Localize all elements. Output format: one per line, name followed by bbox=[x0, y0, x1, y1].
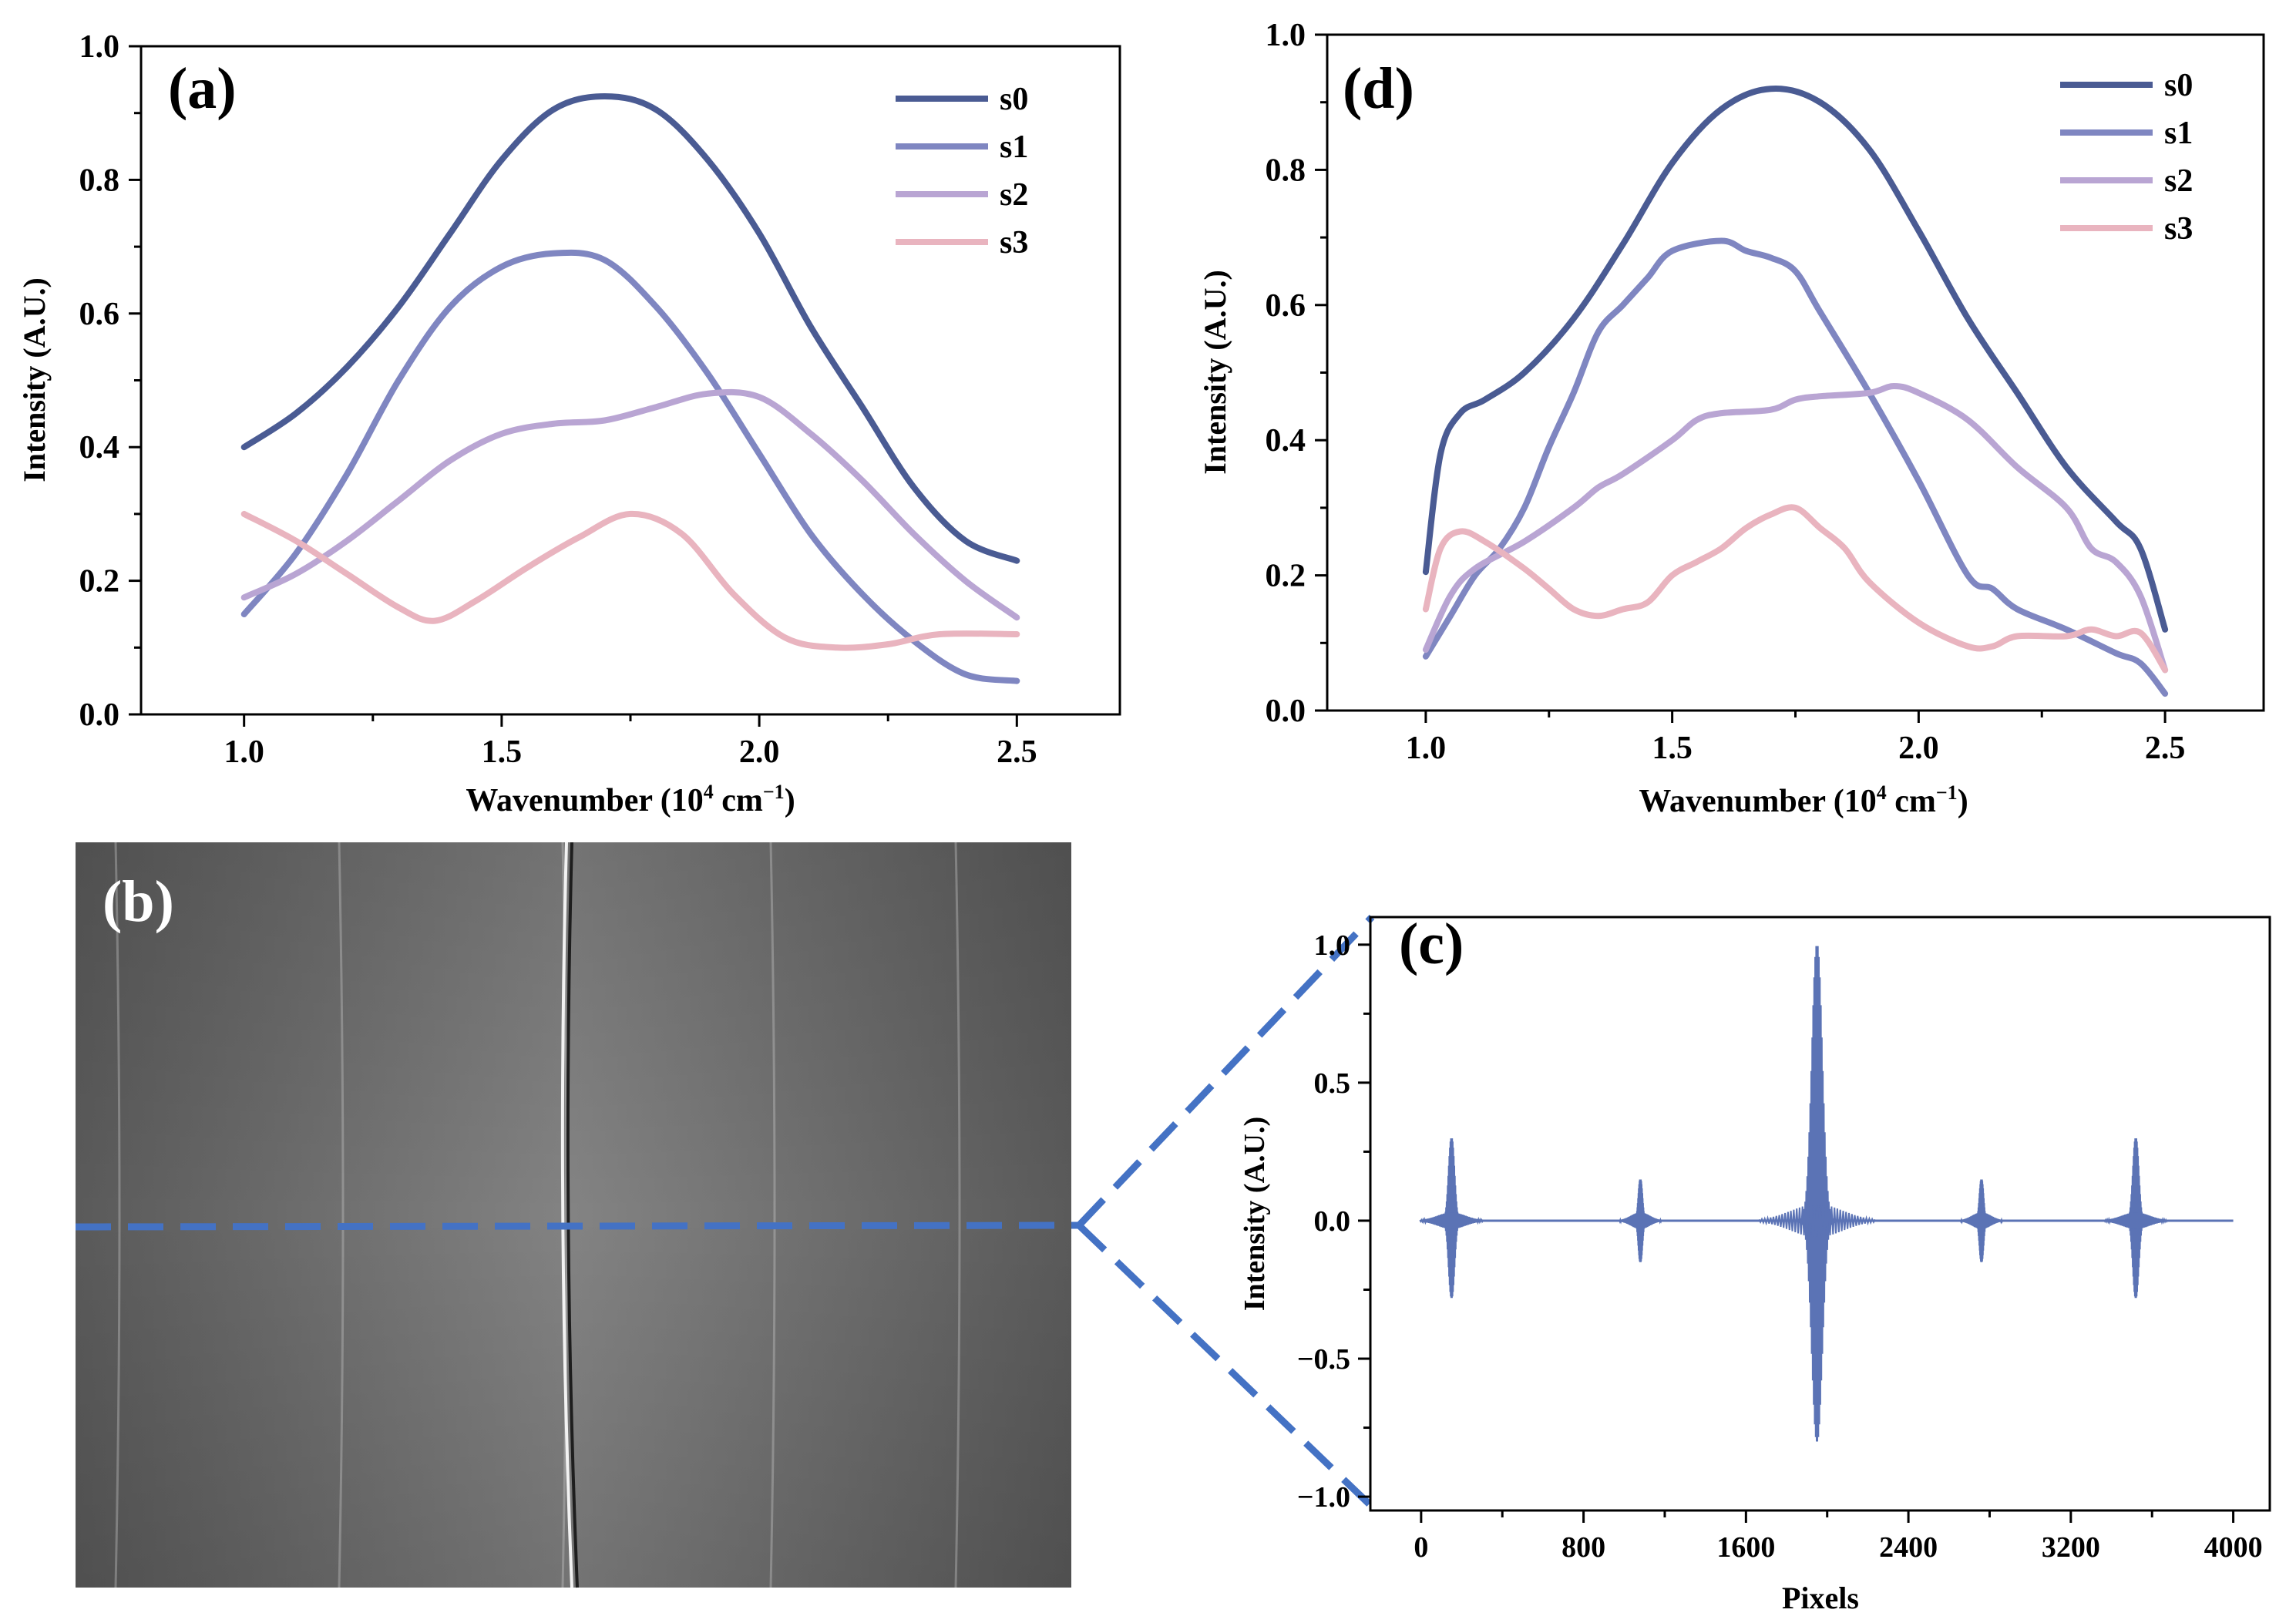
x-tick-label: 2.5 bbox=[2145, 731, 2186, 766]
x-tick-label: 1.5 bbox=[482, 734, 523, 770]
y-tick-label: −1.0 bbox=[1297, 1481, 1350, 1514]
panel-d-legend: s0 s1 s2 s3 bbox=[2060, 68, 2193, 247]
x-tick-label: 2.0 bbox=[1898, 731, 1939, 766]
y-tick-label: 0.4 bbox=[79, 430, 120, 465]
y-tick-label: 1.0 bbox=[1314, 929, 1351, 962]
panel-a-ylabel: Intensity (A.U.) bbox=[17, 277, 52, 482]
y-tick-label: 0.5 bbox=[1314, 1067, 1351, 1100]
x-tick-label: 2.5 bbox=[997, 734, 1037, 770]
panel-b-label: (b) bbox=[103, 869, 174, 934]
legend-label-s3: s3 bbox=[2164, 211, 2193, 247]
series-line-s1 bbox=[240, 249, 1020, 684]
panel-b-image: (b) bbox=[75, 842, 1375, 1588]
panel-d-xlabel: Wavenumber (104 cm−1) bbox=[1639, 781, 1968, 819]
legend-label-s2: s2 bbox=[2164, 163, 2193, 199]
zoom-line-upper bbox=[1076, 914, 1375, 1228]
panel-a-chart: (a) 1.0 1.5 2.0 2.50.00.20.40.60.81.0 s0s1s… bbox=[17, 29, 1121, 818]
panel-c-chart: (c) 0 800 1600 2400 3200 4000 −1.0 −0.5 0.0 0.5 1.… bbox=[1239, 912, 2271, 1615]
y-tick-label: 0.0 bbox=[1266, 694, 1306, 729]
fringe-line bbox=[954, 842, 961, 1588]
y-tick-label: 0.4 bbox=[1266, 423, 1306, 459]
y-tick-label: 1.0 bbox=[79, 29, 120, 65]
x-tick-label: 4000 bbox=[2204, 1531, 2263, 1564]
signal-ripple bbox=[1758, 1204, 1876, 1238]
y-tick-label: 0.8 bbox=[1266, 153, 1306, 188]
fringe-line bbox=[769, 842, 776, 1588]
y-tick-label: 0.2 bbox=[1266, 559, 1306, 594]
central-fringe-bright bbox=[560, 842, 573, 1588]
y-tick-label: −0.5 bbox=[1297, 1343, 1350, 1376]
panel-c-xlabel: Pixels bbox=[1782, 1581, 1859, 1615]
panel-a-legend: s0 s1 s2 s3 bbox=[896, 82, 1028, 260]
sample-row-dashed-line bbox=[75, 1221, 1080, 1231]
legend-label-s1: s1 bbox=[1000, 129, 1028, 165]
legend-label-s0: s0 bbox=[1000, 82, 1028, 117]
legend-label-s0: s0 bbox=[2164, 68, 2193, 103]
signal-ripple bbox=[1619, 1212, 1662, 1229]
panel-c-label: (c) bbox=[1399, 912, 1464, 976]
signal-ripple bbox=[1959, 1212, 2004, 1229]
y-tick-label: 0.6 bbox=[1266, 288, 1306, 324]
series-line-s0 bbox=[1422, 85, 2169, 633]
y-tick-label: 0.2 bbox=[79, 564, 120, 600]
interferogram-fringes bbox=[114, 842, 961, 1588]
series-line-s2 bbox=[1422, 383, 2169, 674]
x-tick-label: 1.5 bbox=[1652, 731, 1693, 766]
series-line-s1 bbox=[1422, 237, 2169, 697]
central-fringe-dark bbox=[566, 842, 579, 1588]
y-tick-label: 0.0 bbox=[79, 697, 120, 733]
panel-d-chart: (d) 1.0 1.5 2.0 2.50.00.20.40.60.81.0 s0s1s… bbox=[1198, 18, 2265, 819]
series-line-s0 bbox=[240, 93, 1020, 564]
x-tick-label: 0 bbox=[1414, 1531, 1428, 1564]
x-tick-label: 2.0 bbox=[739, 734, 780, 770]
panel-d-ylabel: Intensity (A.U.) bbox=[1198, 270, 1232, 475]
fringe-line bbox=[338, 842, 345, 1588]
x-tick-label: 3200 bbox=[2042, 1531, 2100, 1564]
y-tick-label: 0.8 bbox=[79, 163, 120, 198]
x-tick-label: 1600 bbox=[1716, 1531, 1775, 1564]
panel-d-ticks: 1.0 1.5 2.0 2.5 0.0 0.2 0.4 0.6 0.8 1.0 bbox=[1266, 18, 2186, 766]
panel-a-ticks: 1.0 1.5 2.0 2.5 0.0 0.2 0.4 0.6 0.8 1.0 bbox=[79, 29, 1037, 770]
y-tick-label: 0.0 bbox=[1314, 1205, 1351, 1238]
panel-c-ylabel: Intensity (A.U.) bbox=[1239, 1117, 1271, 1311]
panel-c-frame bbox=[1369, 916, 2271, 1512]
series-line-s3 bbox=[240, 510, 1020, 651]
panel-c-series-group bbox=[1419, 946, 2234, 1442]
panel-a-xlabel: Wavenumber (104 cm−1) bbox=[466, 781, 795, 818]
panel-a-series-group bbox=[240, 93, 1020, 684]
x-tick-label: 800 bbox=[1561, 1531, 1605, 1564]
x-tick-label: 1.0 bbox=[224, 734, 264, 770]
legend-label-s3: s3 bbox=[1000, 225, 1028, 260]
panel-d-frame bbox=[1326, 33, 2265, 712]
panel-d-label: (d) bbox=[1343, 56, 1414, 121]
y-tick-label: 1.0 bbox=[1266, 18, 1306, 53]
zoom-line-lower bbox=[1076, 1222, 1375, 1510]
y-tick-label: 0.6 bbox=[79, 297, 120, 332]
signal-ripple bbox=[1419, 1212, 1484, 1229]
x-tick-label: 2400 bbox=[1879, 1531, 1938, 1564]
signal-ripple bbox=[2103, 1212, 2169, 1229]
legend-label-s2: s2 bbox=[1000, 177, 1028, 213]
signal-burst bbox=[1794, 946, 1840, 1442]
fringe-line bbox=[114, 842, 121, 1588]
panel-c-ticks: 0 800 1600 2400 3200 4000 −1.0 −0.5 0.0 0.5 1.0 bbox=[1297, 929, 2263, 1564]
panel-a-label: (a) bbox=[168, 56, 237, 121]
x-tick-label: 1.0 bbox=[1406, 731, 1447, 766]
panel-d-series-group bbox=[1422, 85, 2169, 697]
series-line-s3 bbox=[1422, 504, 2169, 674]
legend-label-s1: s1 bbox=[2164, 116, 2193, 151]
series-line-s2 bbox=[240, 388, 1020, 621]
